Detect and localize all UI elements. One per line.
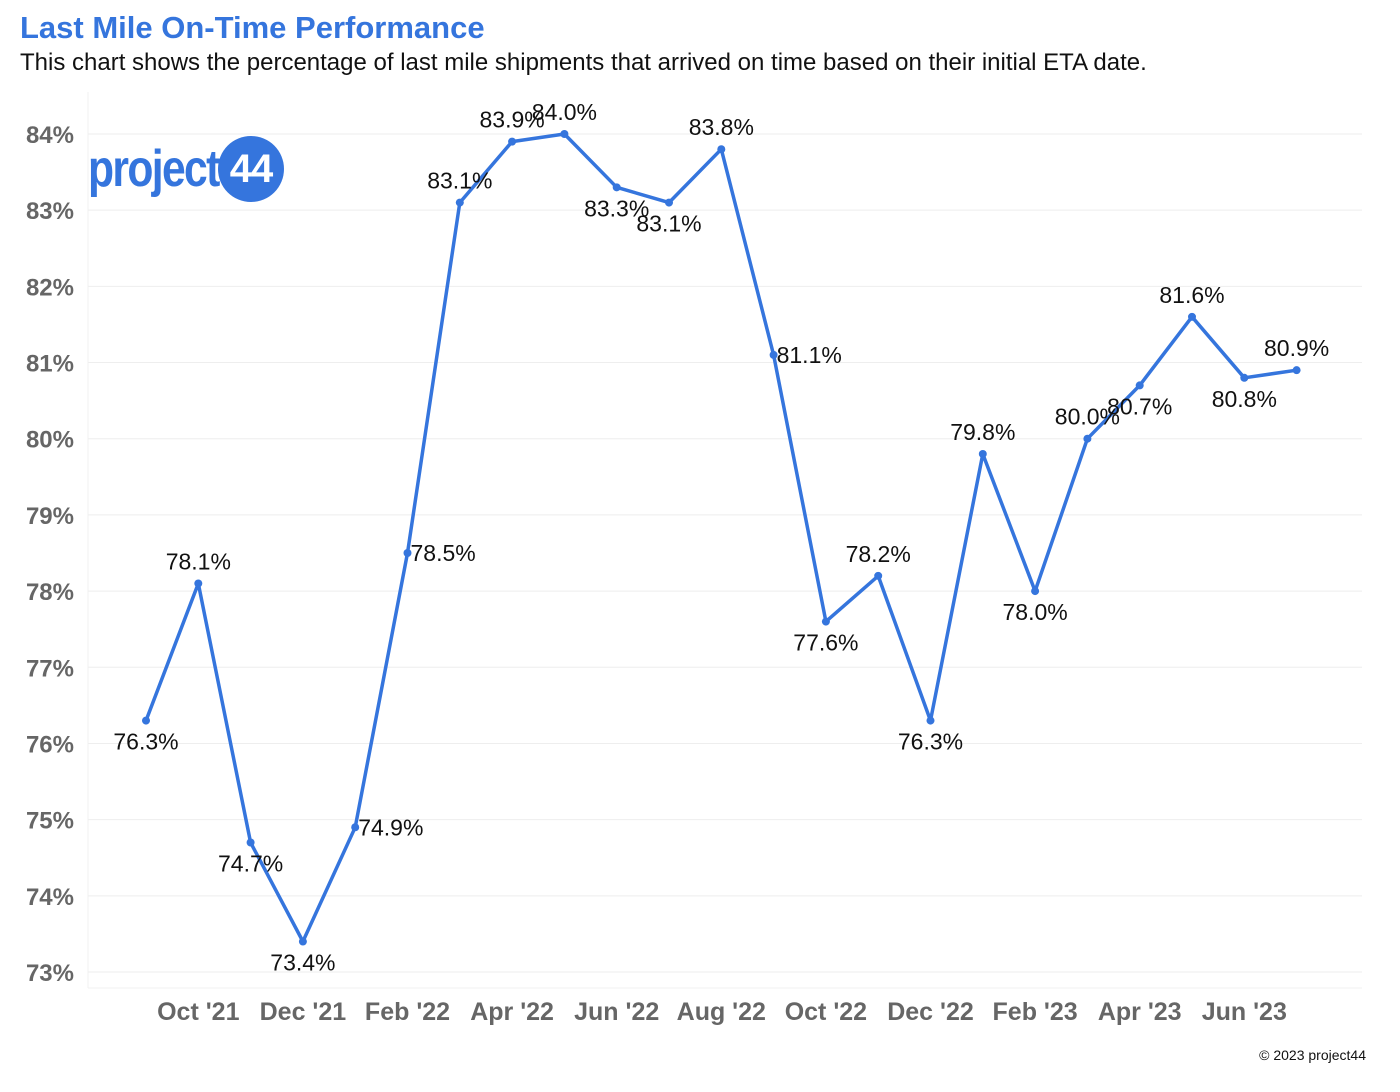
- data-label: 81.1%: [777, 342, 842, 368]
- data-point: [1135, 381, 1144, 390]
- y-tick-label: 81%: [26, 351, 74, 378]
- x-tick-label: Oct '21: [157, 998, 239, 1026]
- data-point: [1240, 373, 1249, 382]
- data-point: [1031, 587, 1040, 596]
- data-point: [455, 198, 464, 207]
- data-point: [665, 198, 673, 207]
- series-line: [144, 132, 1299, 944]
- y-tick-label: 82%: [26, 274, 74, 301]
- data-point: [351, 823, 360, 832]
- data-label: 78.2%: [846, 541, 911, 567]
- data-label: 83.1%: [427, 168, 492, 194]
- data-label: 79.8%: [950, 419, 1015, 445]
- data-points: [142, 130, 1301, 946]
- data-point: [1188, 312, 1196, 321]
- data-label: 80.7%: [1107, 393, 1172, 419]
- data-point: [508, 137, 517, 146]
- logo-wordmark: project: [88, 140, 220, 198]
- data-label: 80.9%: [1264, 335, 1329, 361]
- x-tick-label: Apr '23: [1098, 998, 1182, 1026]
- x-tick-label: Feb '23: [993, 998, 1078, 1026]
- series-line-group: [144, 132, 1299, 944]
- data-point: [874, 571, 883, 580]
- data-label: 83.1%: [636, 211, 701, 237]
- y-axis-ticks: 73% 74% 75% 76% 77% 78% 79% 80% 81% 82% 83% 84%: [26, 122, 74, 987]
- data-label: 78.1%: [166, 548, 231, 574]
- data-label: 74.7%: [218, 850, 283, 876]
- logo-badge: 44: [218, 136, 284, 202]
- y-tick-label: 79%: [26, 503, 74, 530]
- x-tick-label: Jun '23: [1202, 998, 1287, 1026]
- data-label: 80.8%: [1212, 386, 1277, 412]
- data-point: [560, 130, 569, 138]
- data-label: 80.0%: [1055, 404, 1120, 430]
- data-label: 78.0%: [1002, 599, 1067, 625]
- y-tick-label: 73%: [26, 960, 74, 987]
- data-point: [926, 716, 935, 725]
- x-tick-label: Aug '22: [677, 998, 766, 1026]
- data-label: 76.3%: [113, 729, 178, 755]
- x-tick-label: Oct '22: [785, 998, 867, 1026]
- data-label: 83.3%: [584, 195, 649, 221]
- data-point: [1083, 434, 1092, 443]
- copyright-notice: © 2023 project44: [1259, 1047, 1366, 1063]
- data-label: 76.3%: [898, 729, 963, 755]
- x-axis-ticks: Oct '21 Dec '21 Feb '22 Apr '22 Jun '22 Aug '…: [157, 998, 1287, 1026]
- data-point: [1292, 366, 1301, 375]
- data-point: [821, 617, 830, 626]
- x-tick-label: Dec '22: [887, 998, 974, 1026]
- y-tick-label: 74%: [26, 884, 74, 911]
- y-tick-label: 76%: [26, 731, 74, 758]
- data-label: 74.9%: [358, 814, 423, 840]
- data-point: [246, 838, 255, 847]
- gridlines: [88, 133, 1362, 973]
- data-point: [717, 145, 726, 154]
- data-label: 73.4%: [270, 950, 335, 976]
- x-tick-label: Feb '22: [365, 998, 450, 1026]
- x-tick-label: Jun '22: [574, 998, 659, 1026]
- data-point: [403, 549, 412, 557]
- data-point: [612, 183, 621, 192]
- y-tick-label: 84%: [26, 122, 74, 149]
- x-tick-label: Apr '22: [470, 998, 554, 1026]
- data-label: 83.8%: [689, 114, 754, 140]
- data-point: [978, 449, 987, 458]
- chart-subtitle: This chart shows the percentage of last …: [20, 49, 1147, 76]
- x-tick-label: Dec '21: [260, 998, 347, 1026]
- data-point: [142, 716, 150, 725]
- chart-title: Last Mile On-Time Performance: [20, 10, 485, 45]
- y-tick-label: 75%: [26, 808, 74, 835]
- data-point: [194, 579, 203, 588]
- data-label: 83.9%: [479, 107, 544, 133]
- data-label: 81.6%: [1159, 282, 1224, 308]
- data-label: 77.6%: [793, 630, 858, 656]
- data-labels: 76.3% 78.1% 74.7% 73.4% 74.9% 78.5% 83.1% 83.9%…: [113, 99, 1329, 976]
- y-tick-label: 78%: [26, 579, 74, 606]
- y-tick-label: 77%: [26, 655, 74, 682]
- data-point: [769, 350, 778, 359]
- y-tick-label: 83%: [26, 198, 74, 225]
- data-label: 84.0%: [532, 99, 597, 125]
- y-tick-label: 80%: [26, 427, 74, 454]
- axes: [87, 92, 1362, 989]
- data-label: 78.5%: [411, 540, 476, 566]
- data-point: [298, 937, 307, 946]
